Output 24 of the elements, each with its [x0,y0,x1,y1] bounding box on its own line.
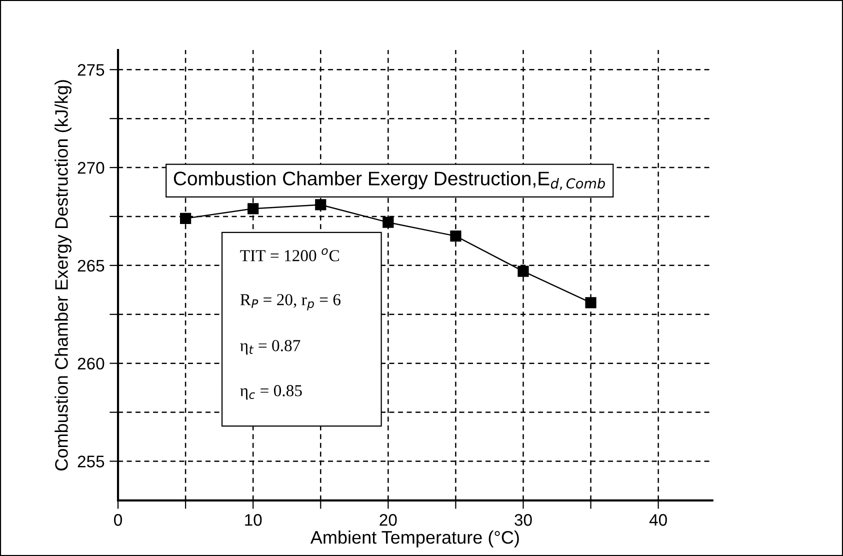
x-tick-label: 0 [114,514,122,526]
x-tick-label: 30 [514,514,532,526]
y-tick-label: 255 [78,456,104,468]
point [382,216,394,228]
y-tick-label: 270 [78,162,104,174]
point [180,212,192,224]
annotation: η$_{t}$ = 0.87 [240,340,300,355]
y-tick-label: 260 [78,358,104,370]
x-axis-title: Ambient Temperature (°C) [310,530,519,548]
point [450,230,462,242]
x-tick-label: 40 [649,514,667,526]
x-tick-label: 10 [245,514,262,526]
point [585,297,596,308]
y-tick-label: 275 [78,64,104,76]
y-tick-label: 265 [78,260,104,272]
annotation: TIT = 1200 $^{o}$C [240,248,339,262]
annotation: R$_{P}$ = 20, r$_{p}$ = 6 [240,294,340,310]
point [315,199,326,210]
x-tick-label: 20 [380,514,397,526]
annotation: Combustion Chamber Exergy Destruction,E$_{d,Comb}$ [174,171,605,190]
annotation: η$_{c}$ = 0.85 [240,385,302,400]
y-axis-title: Combustion Chamber Exergy Destruction (kJ/kg) [54,80,72,470]
point [248,203,259,214]
point [518,266,529,277]
